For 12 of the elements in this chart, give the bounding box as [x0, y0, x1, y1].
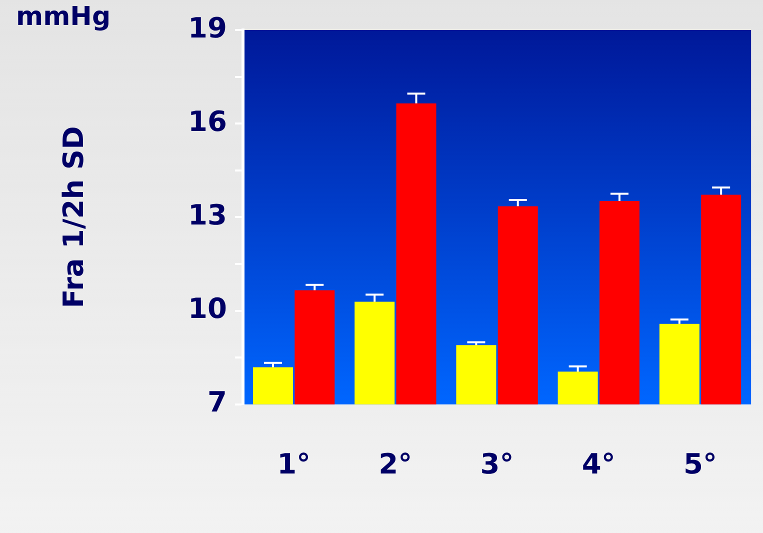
x-tick-label: 1° — [277, 447, 311, 480]
x-tick-label: 2° — [378, 447, 412, 480]
y-axis-title: Fra 1/2h SD — [57, 126, 90, 308]
x-tick-label: 4° — [582, 447, 616, 480]
text: mmHg — [16, 2, 111, 32]
y-tick-label: 13 — [188, 198, 227, 232]
y-tick-label: 16 — [188, 104, 227, 138]
y-tick-label: 19 — [188, 11, 227, 44]
y-tick-label: 10 — [188, 292, 227, 326]
x-tick-label: 5° — [684, 447, 717, 480]
x-tick-label: 3° — [480, 447, 514, 480]
y-tick-label: 7 — [208, 386, 227, 419]
